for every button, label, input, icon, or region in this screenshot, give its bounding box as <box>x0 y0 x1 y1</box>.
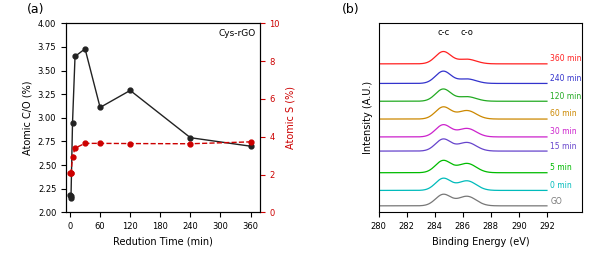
X-axis label: Redution Time (min): Redution Time (min) <box>113 237 213 247</box>
Text: 120 min: 120 min <box>550 92 582 100</box>
Y-axis label: Intensity (A.U.): Intensity (A.U.) <box>363 81 373 154</box>
Y-axis label: Atomic C/O (%): Atomic C/O (%) <box>22 81 32 155</box>
Text: 15 min: 15 min <box>550 141 577 150</box>
Text: GO: GO <box>550 197 562 206</box>
Text: 30 min: 30 min <box>550 127 577 136</box>
Text: 360 min: 360 min <box>550 54 582 63</box>
Text: c-c: c-c <box>437 28 449 37</box>
Text: Cys-rGO: Cys-rGO <box>218 29 256 38</box>
X-axis label: Binding Energy (eV): Binding Energy (eV) <box>431 237 529 247</box>
Text: (b): (b) <box>342 3 360 16</box>
Y-axis label: Atomic S (%): Atomic S (%) <box>286 86 295 149</box>
Text: c-o: c-o <box>461 28 473 37</box>
Text: 240 min: 240 min <box>550 74 582 83</box>
Text: (a): (a) <box>27 3 45 16</box>
Text: 60 min: 60 min <box>550 109 577 118</box>
Text: 0 min: 0 min <box>550 181 572 190</box>
Text: 5 min: 5 min <box>550 163 572 172</box>
